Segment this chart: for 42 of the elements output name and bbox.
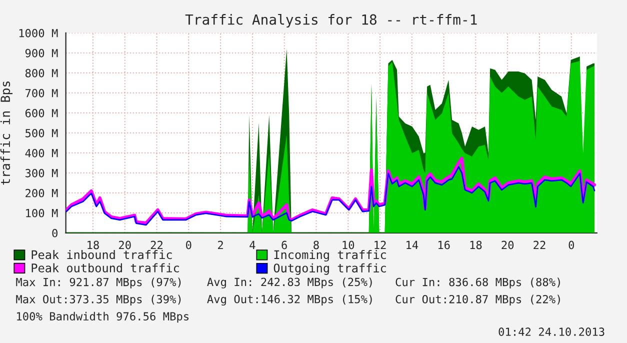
y-tick-label: 700 M: [26, 88, 58, 98]
x-tick-label: 4: [250, 240, 256, 250]
y-axis-title: traffic in Bps: [0, 81, 13, 185]
x-tick-label: 10: [342, 240, 354, 250]
x-tick-label: 14: [406, 240, 418, 250]
y-tick-label: 500 M: [26, 128, 58, 138]
text: Avg Out:146.32 MBps (15%): [207, 294, 372, 306]
y-tick-label: 300 M: [25, 168, 58, 178]
x-tick-label: 0: [568, 240, 574, 250]
legend-label: Peak outbound traffic: [32, 263, 179, 272]
text: Cur Out:210.87 MBps (22%): [396, 294, 560, 306]
y-tick-label: 600 M: [25, 108, 58, 118]
chart-title: Traffic Analysis for 18 -- rt-ffm-1: [185, 14, 477, 28]
text: Max In: 921.87 MBps (97%): [16, 278, 181, 288]
y-tick-label: 1000 M: [19, 28, 58, 38]
x-tick-label: 12: [374, 240, 386, 250]
x-tick-label: 20: [502, 240, 514, 250]
x-tick-label: 18: [470, 240, 482, 250]
y-tick-label: 0: [52, 228, 58, 238]
x-tick-label: 0: [186, 240, 192, 250]
x-tick-label: 20: [118, 240, 131, 250]
line-series: [66, 166, 596, 226]
y-tick-label: 400 M: [25, 148, 58, 158]
x-tick-label: 16: [438, 240, 450, 250]
text: Avg In: 242.83 MBps (25%): [207, 278, 372, 288]
text: 100% Bandwidth 976.56 MBps: [17, 312, 188, 323]
x-tick-label: 22: [534, 240, 546, 250]
y-tick-label: 900 M: [25, 48, 58, 58]
text: Cur In: 836.68 MBps (88%): [396, 278, 560, 288]
x-tick-label: 22: [150, 240, 162, 250]
legend-label: Incoming traffic: [274, 250, 386, 262]
x-tick-label: 2: [218, 240, 223, 250]
text: Max Out:373.35 MBps (39%): [16, 294, 181, 306]
x-tick-label: 8: [314, 240, 319, 250]
y-tick-label: 800 M: [25, 68, 58, 78]
legend-label: Outgoing traffic: [274, 263, 386, 275]
x-tick-label: 18: [88, 240, 99, 250]
y-tick-label: 100 M: [26, 208, 58, 218]
x-tick-label: 6: [282, 240, 287, 250]
text: 01:42 24.10.2013: [498, 328, 604, 336]
y-tick-label: 200 M: [26, 188, 58, 198]
legend-label: Peak inbound traffic: [32, 250, 172, 260]
